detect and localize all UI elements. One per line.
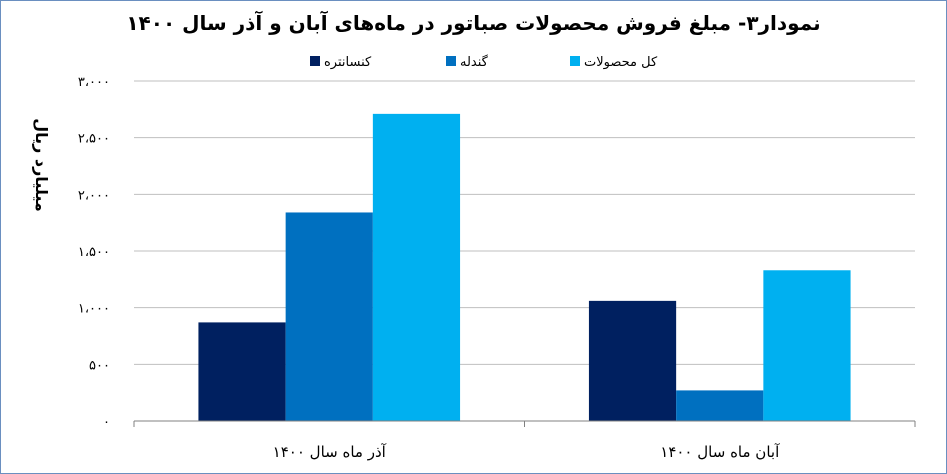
legend-swatch: [310, 56, 320, 66]
legend-swatch: [570, 56, 580, 66]
legend-label: کنسانتره: [324, 55, 372, 70]
bar: [588, 300, 677, 421]
legend-label: کل محصولات: [584, 55, 658, 70]
x-axis: آذر ماه سال ۱۴۰۰ آبان ماه سال ۱۴۰۰: [133, 420, 916, 461]
bar: [285, 212, 373, 421]
chart-title: نمودار۳- مبلغ فروش محصولات صباتور در ماه…: [126, 11, 821, 35]
bars: [198, 113, 851, 421]
y-tick-label: ۱،۵۰۰: [78, 245, 110, 260]
bar: [763, 270, 851, 421]
y-tick-label: ۳،۰۰۰: [78, 75, 110, 90]
gridlines: [134, 80, 915, 365]
bar: [372, 113, 461, 421]
legend-label: گندله: [460, 54, 489, 70]
x-tick-label: آبان ماه سال ۱۴۰۰: [660, 443, 780, 461]
y-tick-label: ۵۰۰: [89, 358, 110, 373]
y-tick-label: ۲،۰۰۰: [78, 188, 110, 203]
y-tick-label: ۱،۰۰۰: [78, 302, 110, 317]
x-tick-label: آذر ماه سال ۱۴۰۰: [273, 443, 387, 461]
legend-swatch: [446, 56, 456, 66]
y-tick-label: ۰: [103, 415, 110, 430]
y-tick-label: ۲،۵۰۰: [78, 132, 110, 147]
y-axis-label: میلیارد ریال: [32, 118, 51, 212]
legend: کنسانتره گندله کل محصولات: [310, 54, 658, 70]
bar: [676, 390, 764, 421]
bar: [198, 322, 286, 421]
y-axis: ۰ ۵۰۰ ۱،۰۰۰ ۱،۵۰۰ ۲،۰۰۰ ۲،۵۰۰ ۳،۰۰۰: [78, 75, 110, 430]
